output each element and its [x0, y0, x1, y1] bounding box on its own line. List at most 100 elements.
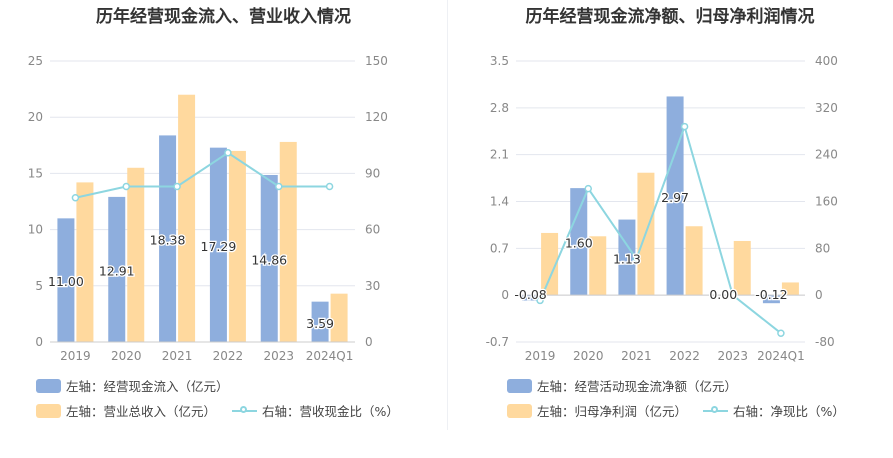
- legend-label: 左轴：归母净利润（亿元）: [537, 404, 688, 419]
- bar-data-label: 0.00: [709, 287, 737, 302]
- legend-swatch-orange: [507, 403, 532, 418]
- x-axis-tick-label: 2024Q1: [306, 349, 354, 363]
- right-legend-item-net-profit[interactable]: 左轴：归母净利润（亿元）: [507, 401, 687, 420]
- x-axis-tick-label: 2020: [573, 349, 604, 363]
- legend-label: 左轴：营业总收入（亿元）: [66, 404, 217, 419]
- right-axis-tick-label: 30: [365, 279, 380, 293]
- bar-series1: [209, 147, 227, 342]
- left-axis-tick-label: 3.5: [490, 54, 509, 68]
- bar-data-label: 1.60: [565, 236, 593, 251]
- bar-series1: [570, 188, 588, 296]
- legend-label: 右轴：营收现金比（%）: [262, 404, 399, 419]
- left-chart-panel: 历年经营现金流入、营业收入情况 0 5 10 15 20 25 0 30 60 90 120 150 2…: [28, 7, 399, 420]
- panel-divider: [447, 0, 448, 430]
- line-point: [584, 184, 592, 193]
- bar-data-label: 2.97: [661, 190, 689, 205]
- legend-label: 左轴：经营活动现金流净额（亿元）: [537, 379, 738, 394]
- bar-data-label: 12.91: [99, 263, 135, 278]
- legend-swatch-orange: [36, 403, 61, 418]
- right-axis-tick-label: 90: [365, 166, 380, 180]
- bar-series2: [541, 232, 559, 296]
- x-axis-tick-label: 2023: [717, 349, 748, 363]
- right-axis-tick-label: 80: [815, 241, 830, 255]
- line-point: [536, 296, 544, 305]
- bar-data-label: 14.86: [251, 252, 287, 267]
- line-point: [680, 122, 689, 131]
- bar-series2: [178, 94, 196, 342]
- left-legend-item-revenue[interactable]: 左轴：营业总收入（亿元）: [36, 401, 216, 420]
- bar-series2: [685, 226, 703, 296]
- line-point: [224, 149, 232, 157]
- bar-data-label: 17.29: [201, 239, 237, 254]
- left-axis-tick-label: 25: [28, 54, 43, 68]
- bar-data-label: 3.59: [306, 316, 334, 331]
- right-axis-tick-label: 160: [815, 195, 838, 209]
- left-axis-tick-label: 5: [35, 279, 43, 293]
- right-axis-tick-label: 60: [365, 223, 380, 237]
- left-axis-tick-label: 15: [28, 166, 43, 180]
- bar-series1: [762, 295, 780, 304]
- right-axis-tick-label: 150: [365, 54, 388, 68]
- legend-label: 左轴：经营现金流入（亿元）: [66, 379, 229, 394]
- bar-data-label: 11.00: [48, 274, 84, 289]
- x-axis-tick-label: 2019: [525, 349, 556, 363]
- x-axis-tick-label: 2021: [162, 349, 193, 363]
- bar-data-label: -0.12: [755, 287, 787, 302]
- x-axis-tick-label: 2022: [669, 349, 700, 363]
- line-point: [729, 291, 737, 299]
- left-legend-item-ratio[interactable]: 右轴：营收现金比（%）: [232, 401, 399, 420]
- line-point: [71, 194, 80, 202]
- line-series3: [75, 151, 330, 199]
- bar-series2: [228, 150, 246, 342]
- line-point: [122, 182, 130, 191]
- right-axis-tick-label: 0: [815, 288, 823, 302]
- x-axis-tick-label: 2019: [60, 349, 91, 363]
- x-axis-tick-label: 2023: [263, 349, 294, 363]
- right-legend-item-ratio[interactable]: 右轴：净现比（%）: [703, 401, 845, 420]
- left-axis-tick-label: 0: [35, 335, 43, 349]
- left-axis-tick-label: 10: [28, 223, 43, 237]
- left-axis-tick-label: 0: [501, 288, 509, 302]
- bar-series2: [330, 293, 348, 342]
- right-chart-panel: 历年经营现金流净额、归母净利润情况 -0.7 0 0.7 1.4 2.1 2.8 3.5 -8…: [447, 0, 893, 458]
- x-axis-tick-label: 2024Q1: [757, 349, 805, 363]
- bar-series2: [279, 141, 297, 342]
- right-chart-title: 历年经营现金流净额、归母净利润情况: [525, 7, 815, 27]
- bar-series2: [127, 167, 145, 342]
- left-chart-plot: 0 5 10 15 20 25 0 30 60 90 120 150 2019 2020 2021 2022 2…: [28, 54, 388, 363]
- bar-series1: [666, 96, 684, 296]
- right-axis-tick-label: 0: [365, 335, 373, 349]
- right-axis-tick-label: 320: [815, 101, 838, 115]
- right-axis-tick-label: 400: [815, 54, 838, 68]
- bar-series1: [57, 218, 75, 342]
- bar-series1: [108, 196, 126, 342]
- left-axis-tick-label: -0.7: [486, 335, 509, 349]
- legend-swatch-blue: [36, 378, 61, 393]
- x-axis-tick-label: 2020: [111, 349, 142, 363]
- right-axis-tick-label: 120: [365, 110, 388, 124]
- bar-data-label: 1.13: [613, 251, 641, 266]
- legend-swatch-blue: [507, 378, 532, 393]
- bar-series2: [781, 282, 799, 296]
- x-axis-tick-label: 2022: [213, 349, 244, 363]
- left-axis-tick-label: 20: [28, 110, 43, 124]
- bar-data-label: -0.08: [514, 287, 546, 302]
- x-axis-tick-label: 2021: [621, 349, 652, 363]
- line-point: [632, 255, 641, 263]
- right-legend-item-net-cash-flow[interactable]: 左轴：经营活动现金流净额（亿元）: [507, 376, 737, 395]
- bar-series2: [589, 236, 607, 296]
- bar-series1: [311, 301, 329, 342]
- left-legend-item-cash-inflow[interactable]: 左轴：经营现金流入（亿元）: [36, 376, 229, 395]
- bar-series1: [260, 174, 278, 342]
- left-axis-tick-label: 2.8: [490, 101, 509, 115]
- left-axis-tick-label: 0.7: [490, 241, 509, 255]
- bar-series2: [76, 182, 94, 342]
- legend-label: 右轴：净现比（%）: [733, 404, 845, 419]
- left-axis-tick-label: 2.1: [490, 148, 509, 162]
- right-axis-tick-label: 240: [815, 148, 838, 162]
- bar-data-label: 18.38: [150, 233, 186, 248]
- left-chart-title: 历年经营现金流入、营业收入情况: [96, 7, 351, 27]
- right-axis-tick-label: -80: [815, 335, 835, 349]
- right-chart-plot: -0.7 0 0.7 1.4 2.1 2.8 3.5 -80 0 80 160 240 320 400 20…: [486, 54, 838, 363]
- legend-line-marker: [703, 404, 729, 418]
